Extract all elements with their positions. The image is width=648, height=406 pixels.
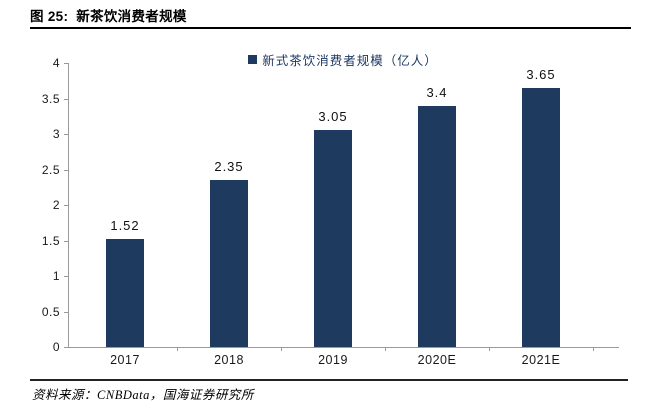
x-axis-tick [593,347,594,351]
x-axis-label: 2017 [110,353,140,367]
y-axis-label: 0.5 [41,304,60,319]
figure-name: 新茶饮消费者规模 [76,9,187,24]
bar [314,130,352,347]
bar-value-label: 2.35 [214,159,244,175]
bar-value-label: 3.05 [318,109,348,125]
x-axis-label: 2021E [521,353,561,367]
footer-rule [30,379,628,381]
x-axis-label: 2019 [318,353,348,367]
source-prefix: 资料来源： [32,388,98,402]
bar-value-label: 3.65 [526,66,556,82]
y-axis-line [68,63,69,347]
source-text: CNBData，国海证券研究所 [97,388,254,402]
y-axis-tick [64,347,68,348]
y-axis-label: 1.5 [41,233,60,248]
y-axis-tick [64,276,68,277]
y-axis-label: 0 [52,340,60,354]
figure-number-label: 图 25: [30,9,69,24]
y-axis-tick [64,98,68,100]
y-axis-label: 2.5 [41,162,60,177]
bar-value-label: 1.52 [110,218,140,234]
y-axis-tick [64,63,68,64]
y-axis-tick [64,311,68,313]
y-axis-tick [64,169,68,171]
x-axis-tick [177,347,178,351]
bar [210,180,248,347]
figure-title: 图 25: 新茶饮消费者规模 [30,5,187,25]
bar-value-label: 3.4 [426,84,448,100]
y-axis-label: 4 [52,56,60,70]
source-note: 资料来源：CNBData，国海证券研究所 [32,384,254,403]
bar [522,87,560,347]
y-axis-tick [64,205,68,206]
x-axis-label: 2018 [214,353,244,367]
x-axis-label: 2020E [417,353,457,367]
y-axis-label: 3.5 [41,91,60,106]
title-underline-rule [30,27,631,29]
legend-swatch-icon [248,55,258,64]
y-axis-tick [64,240,68,242]
bar [106,239,144,347]
x-axis-tick [281,347,282,351]
bar [418,105,456,347]
y-axis-label: 2 [52,198,60,212]
x-axis-line [67,347,619,348]
y-axis-tick [64,134,68,135]
legend-label: 新式茶饮消费者规模（亿人） [262,54,438,68]
x-axis-tick [385,347,386,351]
y-axis-label: 1 [52,269,60,283]
y-axis-label: 3 [52,127,60,141]
chart-legend: 新式茶饮消费者规模（亿人） [68,50,618,69]
x-axis-tick [489,347,490,351]
